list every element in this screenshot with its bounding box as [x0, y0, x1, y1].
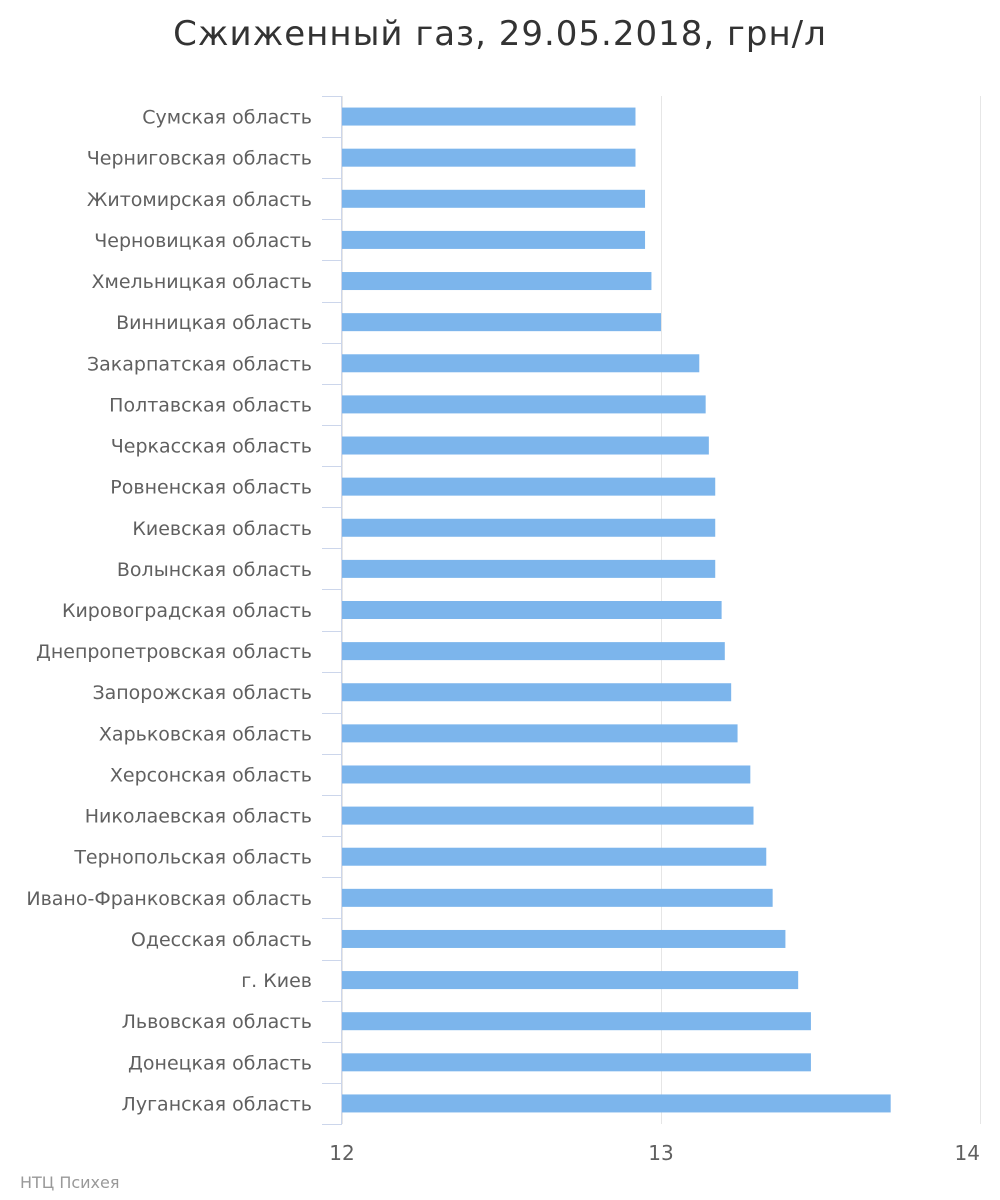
x-tick-label-2: 14 [955, 1141, 980, 1165]
category-label-16: Херсонская область [110, 764, 312, 786]
category-label-12: Кировоградская область [62, 600, 312, 622]
bar-19 [342, 888, 773, 907]
category-label-20: Одесская область [131, 929, 312, 951]
bars [342, 107, 891, 1113]
bar-10 [342, 518, 716, 537]
category-label-3: Черновицкая область [94, 230, 312, 252]
category-label-5: Винницкая область [116, 312, 312, 334]
category-labels: Сумская область Черниговская область Житом… [26, 107, 312, 1116]
category-label-6: Закарпатская область [87, 353, 312, 375]
chart-title: Сжиженный газ, 29.05.2018, грн/л [173, 14, 827, 54]
bar-6 [342, 354, 700, 373]
bar-22 [342, 1012, 811, 1031]
category-label-14: Запорожская область [92, 682, 312, 704]
category-label-2: Житомирская область [87, 189, 312, 211]
x-tick-label-0: 12 [329, 1141, 354, 1165]
category-label-8: Черкасская область [111, 436, 312, 458]
category-label-23: Донецкая область [128, 1052, 312, 1074]
x-tick-label-1: 13 [648, 1141, 673, 1165]
bar-13 [342, 642, 725, 661]
bar-16 [342, 765, 751, 784]
category-label-11: Волынская область [117, 559, 312, 581]
y-axis [322, 96, 342, 1125]
bar-4 [342, 272, 652, 291]
category-label-13: Днепропетровская область [36, 641, 312, 663]
bar-7 [342, 395, 706, 414]
category-label-22: Львовская область [122, 1011, 312, 1033]
bar-18 [342, 847, 767, 866]
bar-15 [342, 724, 738, 743]
x-axis-ticks: 12 13 14 [329, 1141, 980, 1165]
bar-23 [342, 1053, 811, 1072]
category-label-4: Хмельницкая область [91, 271, 312, 293]
bar-21 [342, 971, 799, 990]
bar-2 [342, 189, 646, 208]
category-label-17: Николаевская область [85, 806, 312, 828]
bar-11 [342, 559, 716, 578]
bar-9 [342, 477, 716, 496]
category-label-19: Ивано-Франковская область [26, 888, 312, 910]
bar-1 [342, 148, 636, 167]
bar-17 [342, 806, 754, 825]
bar-20 [342, 929, 786, 948]
category-label-18: Тернопольская область [73, 847, 312, 869]
category-label-15: Харьковская область [99, 723, 312, 745]
bar-12 [342, 601, 722, 619]
category-label-7: Полтавская область [109, 394, 312, 416]
category-label-10: Киевская область [132, 518, 312, 540]
bar-0 [342, 107, 636, 126]
bar-3 [342, 230, 646, 249]
category-label-21: г. Киев [241, 970, 312, 992]
category-label-1: Черниговская область [87, 148, 312, 170]
bar-24 [342, 1094, 891, 1113]
bar-5 [342, 313, 661, 332]
credit-text: НТЦ Психея [20, 1173, 120, 1192]
category-label-0: Сумская область [142, 107, 312, 129]
bar-14 [342, 683, 732, 702]
bar-8 [342, 436, 709, 455]
category-label-9: Ровненская область [110, 477, 312, 499]
category-label-24: Луганская область [122, 1093, 312, 1115]
